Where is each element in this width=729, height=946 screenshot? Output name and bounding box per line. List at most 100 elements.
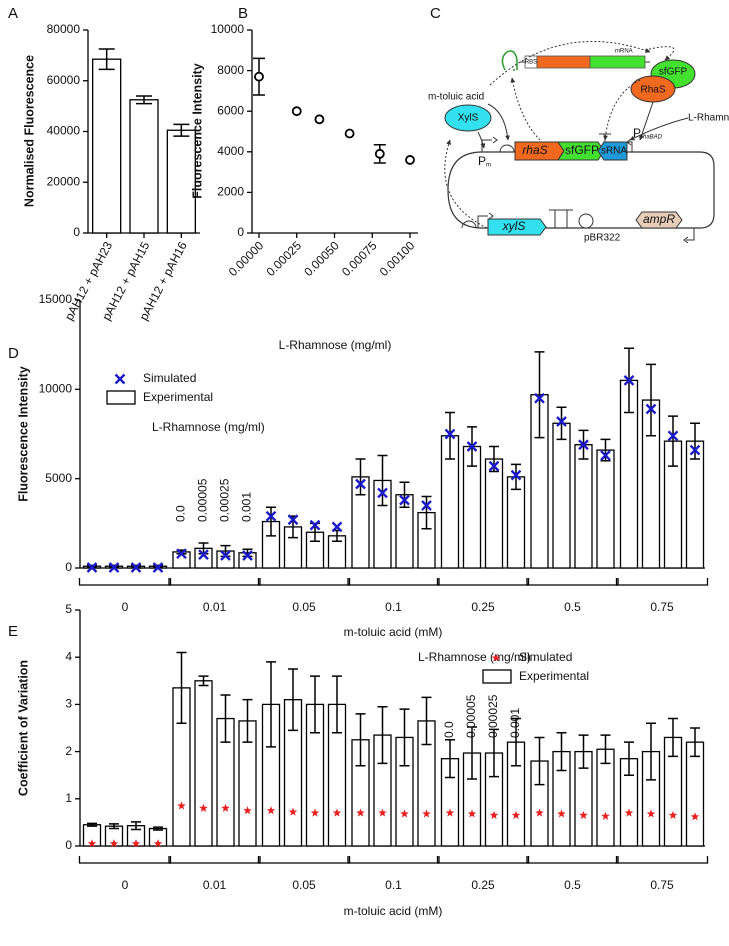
rhas-label: RhaS [640, 85, 665, 96]
subgroup-title: L-Rhamnose (mg/ml) [152, 420, 265, 434]
error-bar [668, 415, 678, 467]
simulated-marker [242, 550, 253, 561]
gene-sfgfp [557, 141, 605, 161]
error-bar [690, 727, 700, 758]
simulated-marker [624, 808, 634, 817]
y-tick-label: 80000 [47, 22, 81, 36]
simulated-marker [199, 803, 208, 812]
point [405, 155, 415, 165]
legend-swatch [482, 669, 512, 684]
group-bracket [257, 578, 351, 586]
simulated-marker [491, 653, 501, 662]
simulated-marker [444, 428, 456, 440]
group-bracket [347, 856, 440, 864]
simulated-marker [579, 810, 588, 819]
promoter-sub: rhaBAD [641, 135, 663, 141]
x-tick-label: 0.5 [564, 878, 581, 892]
point [254, 71, 264, 82]
simulated-marker [198, 549, 209, 560]
point [344, 128, 355, 139]
simulated-marker [556, 416, 567, 427]
x-tick-label: 0.1 [385, 600, 402, 614]
simulated-marker [578, 439, 589, 451]
arrow [487, 103, 511, 141]
gene-ampr [635, 211, 683, 229]
group-bracket [526, 578, 619, 586]
y-axis-title: Fluorescence Intensity [16, 366, 30, 502]
gene-srna [597, 141, 628, 161]
promoter-sub: m [486, 163, 491, 169]
rbs-site [461, 220, 477, 229]
mrna-orange [536, 55, 591, 69]
error-bar [646, 363, 656, 437]
terminator [549, 209, 573, 228]
error-bar [266, 506, 276, 537]
arrow [639, 101, 654, 141]
dashed-arrow [644, 46, 675, 61]
promoter-arrow [683, 228, 695, 244]
simulated-marker [400, 809, 409, 818]
simulated-marker [534, 392, 545, 404]
subgroup-label: 0.0 [174, 505, 188, 522]
y-tick-label: 60000 [47, 73, 81, 87]
gene-label: rhaS [522, 143, 547, 157]
error-bar [198, 675, 209, 687]
x-tick-label: 0.00000 [226, 238, 267, 279]
subgroup-label: 0.0 [442, 721, 456, 738]
simulated-marker [130, 562, 142, 573]
simulated-marker [220, 550, 231, 561]
x-tick-label: 0.05 [292, 878, 316, 892]
x-tick-label: 0 [122, 600, 129, 614]
error-bar [511, 717, 521, 767]
simulated-marker [87, 839, 97, 848]
subgroup-label: 0.001 [240, 492, 254, 522]
gene-label: ampR [643, 212, 675, 226]
error-bar [310, 675, 320, 734]
subgroup-label: 0.00025 [486, 694, 500, 738]
error-bar [624, 741, 634, 776]
simulated-marker [86, 562, 98, 573]
y-tick-label: 2000 [217, 185, 244, 199]
diagram: C RBS mRNA sfGFP RhaS XylS L-Rhamnose m-… [428, 5, 729, 244]
group-bracket [436, 856, 530, 864]
legend-label: Simulated [519, 650, 572, 664]
y-tick-label: 10000 [211, 22, 245, 36]
bar [92, 58, 122, 234]
error-bar [556, 731, 567, 772]
simulated-marker [489, 810, 499, 819]
legend-swatch [106, 390, 136, 405]
group-bracket [436, 578, 530, 586]
simulated-marker [535, 808, 544, 817]
arrow [629, 117, 689, 141]
y-tick-label: 15000 [39, 292, 73, 306]
simulated-marker [108, 562, 120, 573]
error-bar [600, 438, 611, 462]
simulated-marker [377, 487, 388, 499]
group-bracket [615, 578, 709, 586]
error-bar [445, 411, 455, 460]
bar [574, 444, 593, 569]
simulated-marker [645, 403, 657, 415]
error-bar [421, 696, 432, 746]
simulated-marker [422, 809, 431, 818]
error-bar [399, 708, 410, 767]
promoter-arrow [477, 212, 494, 228]
error-bar [646, 722, 656, 781]
error-bar [600, 734, 611, 765]
sfgfp-label: sfGFP [659, 67, 688, 78]
simulated-marker [623, 375, 635, 386]
simulated-marker [600, 450, 611, 461]
error-bar [87, 822, 97, 827]
error-bar [266, 661, 276, 748]
simulated-marker [668, 810, 678, 819]
simulated-marker [331, 521, 343, 533]
simulated-marker [689, 444, 701, 456]
x-tick-label: 0 [122, 878, 129, 892]
error-bar [355, 713, 366, 767]
y-tick-label: 8000 [217, 63, 244, 77]
x-tick-label: 0.1 [385, 878, 402, 892]
error-bar [355, 458, 366, 496]
srna-loop [501, 50, 518, 71]
y-axis-title: Normalised Fluorescence [22, 55, 36, 207]
